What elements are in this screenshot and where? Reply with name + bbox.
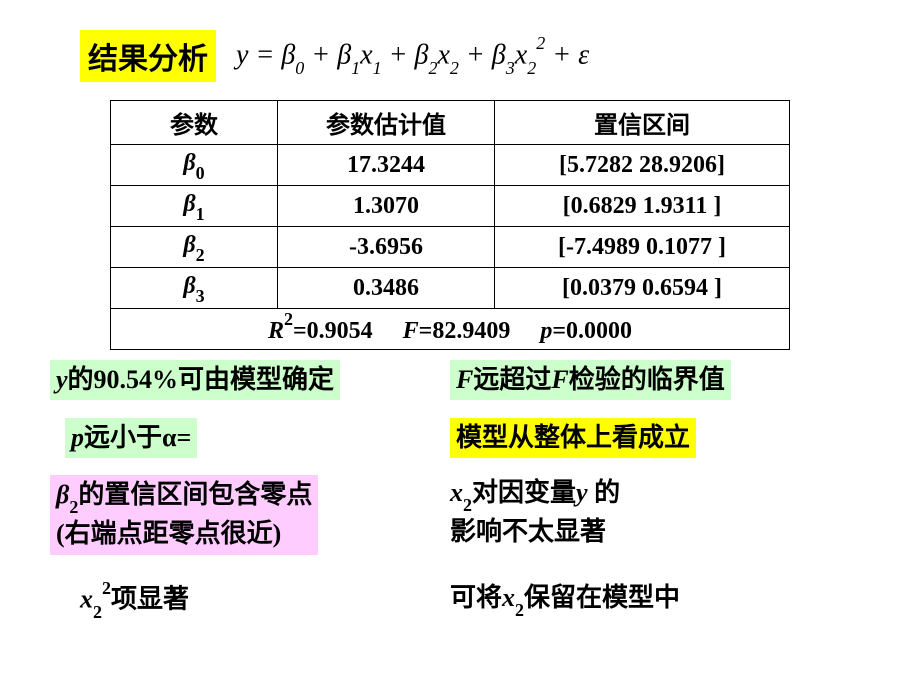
note-r2: y的90.54%可由模型确定 [50, 360, 340, 400]
param-cell: β2 [111, 227, 278, 268]
note-keep-x2: 可将x2保留在模型中 [450, 580, 680, 619]
estimate-cell: 17.3244 [278, 145, 495, 186]
col-param: 参数 [111, 101, 278, 145]
results-table: 参数 参数估计值 置信区间 β0 17.3244 [5.7282 28.9206… [110, 100, 790, 350]
ci-cell: [0.6829 1.9311 ] [495, 186, 790, 227]
table-row: β0 17.3244 [5.7282 28.9206] [111, 145, 790, 186]
estimate-cell: 0.3486 [278, 268, 495, 309]
estimate-cell: -3.6956 [278, 227, 495, 268]
note-x2sq: x22项显著 [80, 580, 189, 621]
table-row: β3 0.3486 [0.0379 0.6594 ] [111, 268, 790, 309]
analysis-title: 结果分析 [80, 30, 216, 82]
note-f-test: F远超过F检验的临界值 [450, 360, 731, 400]
note-beta2-ci: β2的置信区间包含零点(右端点距零点很近) [50, 475, 318, 555]
param-cell: β0 [111, 145, 278, 186]
note-x2-effect: x2对因变量y 的影响不太显著 [450, 475, 620, 551]
table-row: β2 -3.6956 [-7.4989 0.1077 ] [111, 227, 790, 268]
estimate-cell: 1.3070 [278, 186, 495, 227]
table-row: β1 1.3070 [0.6829 1.9311 ] [111, 186, 790, 227]
stats-cell: R2=0.9054 F=82.9409 p=0.0000 [111, 309, 790, 350]
table-header-row: 参数 参数估计值 置信区间 [111, 101, 790, 145]
ci-cell: [5.7282 28.9206] [495, 145, 790, 186]
stats-row: R2=0.9054 F=82.9409 p=0.0000 [111, 309, 790, 350]
ci-cell: [0.0379 0.6594 ] [495, 268, 790, 309]
model-equation: y = β0 + β1x1 + β2x2 + β3x22 + ε [236, 37, 589, 75]
ci-cell: [-7.4989 0.1077 ] [495, 227, 790, 268]
note-model-valid: 模型从整体上看成立 [450, 418, 696, 458]
param-cell: β1 [111, 186, 278, 227]
col-ci: 置信区间 [495, 101, 790, 145]
note-p-value: p远小于α= [65, 418, 197, 458]
param-cell: β3 [111, 268, 278, 309]
col-estimate: 参数估计值 [278, 101, 495, 145]
